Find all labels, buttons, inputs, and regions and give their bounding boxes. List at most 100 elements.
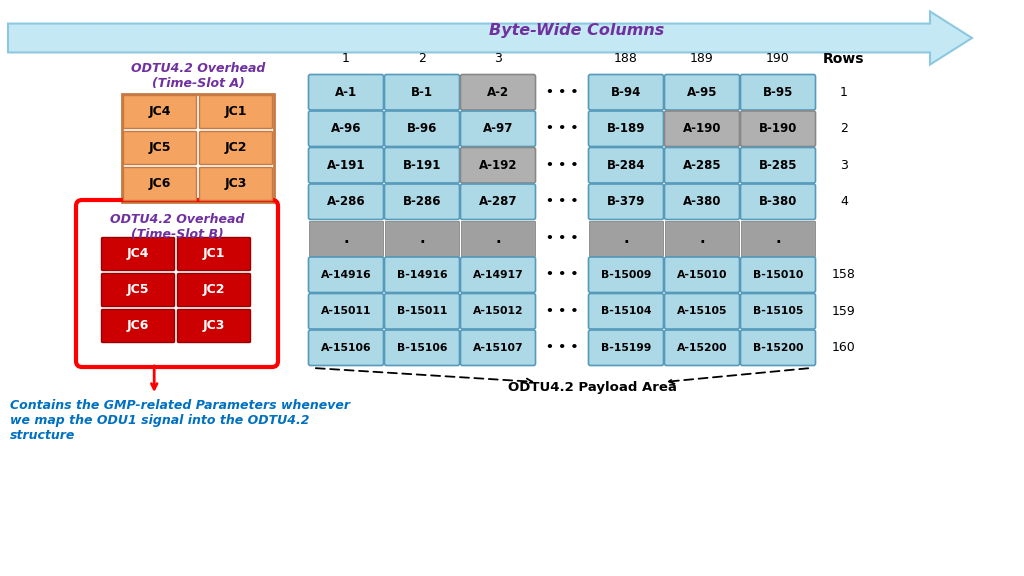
Text: .: . [343,231,349,246]
FancyBboxPatch shape [101,237,174,271]
FancyBboxPatch shape [665,111,739,146]
FancyBboxPatch shape [177,274,251,306]
FancyBboxPatch shape [589,294,664,329]
FancyBboxPatch shape [384,184,460,219]
Text: A-15106: A-15106 [321,343,372,353]
FancyBboxPatch shape [308,294,384,329]
Text: 2: 2 [418,52,426,66]
FancyBboxPatch shape [665,330,739,366]
FancyBboxPatch shape [589,257,664,293]
Text: JC6: JC6 [148,177,171,191]
Text: B-190: B-190 [759,122,798,135]
FancyBboxPatch shape [461,221,535,256]
FancyBboxPatch shape [665,147,739,183]
FancyBboxPatch shape [461,330,536,366]
Text: A-287: A-287 [479,195,517,209]
Text: A-1: A-1 [335,86,357,98]
Text: B-284: B-284 [607,159,645,172]
Text: A-192: A-192 [479,159,517,172]
Text: .: . [624,231,629,246]
Text: A-190: A-190 [683,122,721,135]
FancyBboxPatch shape [665,294,739,329]
Text: .: . [775,231,781,246]
Text: JC2: JC2 [224,142,247,154]
FancyBboxPatch shape [385,221,459,256]
FancyBboxPatch shape [741,221,815,256]
Text: JC6: JC6 [127,320,150,332]
FancyBboxPatch shape [740,257,815,293]
FancyBboxPatch shape [177,237,251,271]
Text: 158: 158 [833,268,856,281]
Text: • • •: • • • [546,268,579,281]
FancyBboxPatch shape [384,294,460,329]
FancyBboxPatch shape [461,74,536,110]
Text: A-286: A-286 [327,195,366,209]
Text: • • •: • • • [546,86,579,98]
Text: Rows: Rows [823,52,864,66]
Text: 190: 190 [766,52,790,66]
FancyBboxPatch shape [665,257,739,293]
Text: A-95: A-95 [687,86,717,98]
FancyBboxPatch shape [124,96,197,128]
Text: A-97: A-97 [482,122,513,135]
Text: • • •: • • • [546,341,579,354]
FancyBboxPatch shape [124,168,197,200]
Text: A-191: A-191 [327,159,366,172]
FancyBboxPatch shape [308,184,384,219]
Text: • • •: • • • [546,122,579,135]
FancyBboxPatch shape [461,147,536,183]
Text: JC1: JC1 [224,105,247,119]
FancyBboxPatch shape [461,184,536,219]
Text: B-15200: B-15200 [753,343,803,353]
Text: 189: 189 [690,52,714,66]
Text: B-15010: B-15010 [753,270,803,280]
Text: B-94: B-94 [610,86,641,98]
Text: ODTU4.2 Overhead
(Time-Slot A): ODTU4.2 Overhead (Time-Slot A) [131,62,265,90]
Text: • • •: • • • [546,159,579,172]
FancyBboxPatch shape [308,111,384,146]
Text: JC4: JC4 [148,105,171,119]
Text: B-15199: B-15199 [601,343,651,353]
Text: A-14917: A-14917 [473,270,523,280]
FancyBboxPatch shape [740,294,815,329]
Text: B-15105: B-15105 [753,306,803,316]
Text: 1: 1 [840,86,848,98]
Text: • • •: • • • [546,195,579,209]
Text: ODTU4.2 Payload Area: ODTU4.2 Payload Area [508,381,677,395]
FancyBboxPatch shape [589,184,664,219]
Text: 2: 2 [840,122,848,135]
Polygon shape [8,12,972,65]
Text: B-286: B-286 [402,195,441,209]
Text: B-15106: B-15106 [396,343,447,353]
FancyBboxPatch shape [740,111,815,146]
Text: 159: 159 [833,305,856,318]
Text: A-2: A-2 [487,86,509,98]
FancyBboxPatch shape [200,131,272,165]
Text: A-15012: A-15012 [473,306,523,316]
FancyBboxPatch shape [589,111,664,146]
FancyBboxPatch shape [589,330,664,366]
Text: B-189: B-189 [607,122,645,135]
FancyBboxPatch shape [665,184,739,219]
Text: B-15104: B-15104 [601,306,651,316]
Text: 3: 3 [494,52,502,66]
FancyBboxPatch shape [589,74,664,110]
FancyBboxPatch shape [740,330,815,366]
FancyBboxPatch shape [384,330,460,366]
Text: A-14916: A-14916 [321,270,372,280]
Text: B-379: B-379 [607,195,645,209]
FancyBboxPatch shape [177,309,251,343]
Text: B-15011: B-15011 [397,306,447,316]
Text: .: . [496,231,501,246]
Text: B-15009: B-15009 [601,270,651,280]
Text: JC5: JC5 [148,142,171,154]
Text: Byte-Wide Columns: Byte-Wide Columns [489,22,665,37]
Text: A-285: A-285 [683,159,721,172]
Text: B-95: B-95 [763,86,794,98]
FancyBboxPatch shape [309,221,383,256]
Text: .: . [419,231,425,246]
FancyBboxPatch shape [101,309,174,343]
Text: JC3: JC3 [203,320,225,332]
Text: A-15010: A-15010 [677,270,727,280]
FancyBboxPatch shape [308,257,384,293]
